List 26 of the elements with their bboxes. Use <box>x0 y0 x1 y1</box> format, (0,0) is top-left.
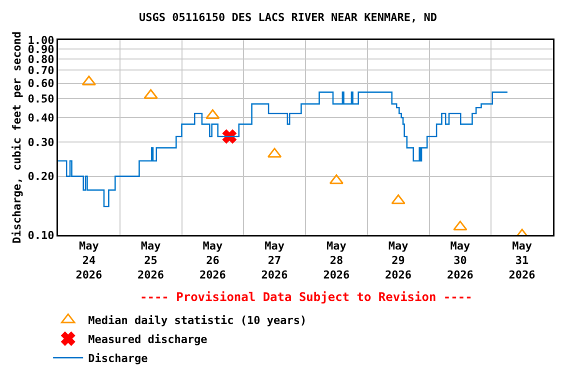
x-tick-label: May 26 2026 <box>199 240 226 282</box>
legend-label: Discharge <box>88 352 148 365</box>
point <box>267 148 282 158</box>
x-tick-label: May 27 2026 <box>261 240 288 282</box>
x-tick-label: May 25 2026 <box>138 240 164 282</box>
chart-title: USGS 05116150 DES LACS RIVER NEAR KENMARE, ND <box>138 11 438 24</box>
x-tick-label: May 30 2026 <box>446 240 474 282</box>
y-tick-label: 0.50 <box>28 92 54 106</box>
point <box>329 174 344 184</box>
x-tick-label: May 28 2026 <box>323 240 350 282</box>
x-tick-label: May 29 2026 <box>385 240 412 282</box>
y-tick-label: 0.80 <box>28 52 54 66</box>
point <box>206 109 220 120</box>
y-tick-label: 0.60 <box>28 77 54 90</box>
y-tick-label: 0.30 <box>28 136 54 149</box>
y-tick-label: 0.40 <box>28 111 54 124</box>
point <box>391 194 406 204</box>
y-tick-label: 0.70 <box>28 64 54 78</box>
y-tick-label: 0.10 <box>28 228 54 242</box>
y-axis-title: Discharge, cubic feet per second <box>10 32 24 244</box>
x-tick-label: May 31 2026 <box>508 240 536 282</box>
text: ---- Provisional Data Subject to Revision ---- <box>140 290 472 304</box>
legend-label: Median daily statistic (10 years) <box>88 314 307 327</box>
y-tick-label: 0.20 <box>28 170 54 184</box>
legend-label: Measured discharge <box>88 332 208 346</box>
x-tick-label: May 24 2026 <box>76 240 103 282</box>
